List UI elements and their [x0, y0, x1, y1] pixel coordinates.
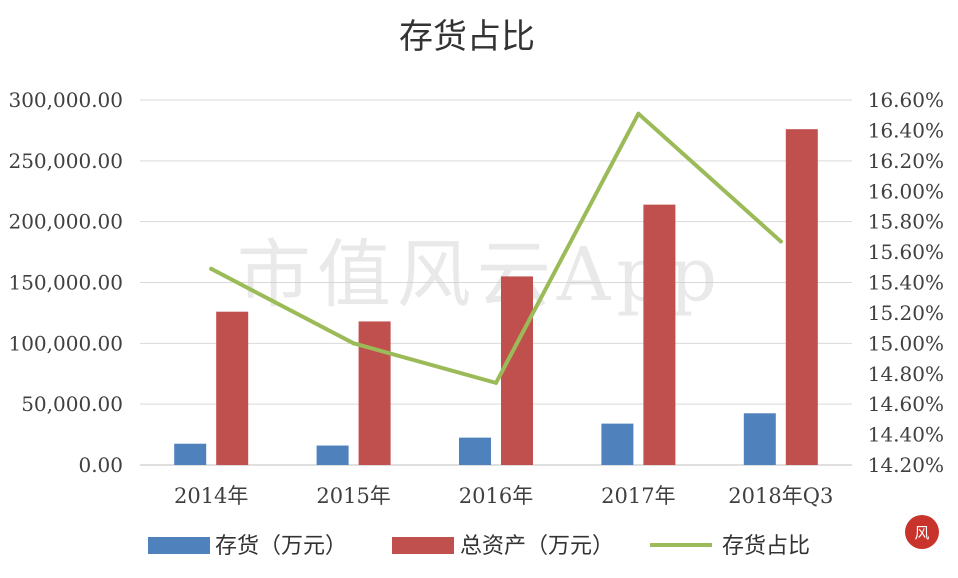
x-tick-label: 2017年 — [601, 484, 675, 508]
y-right-tick-label: 16.20% — [868, 149, 944, 173]
y-left-tick-label: 100,000.00 — [8, 331, 123, 355]
x-tick-label: 2014年 — [174, 484, 248, 508]
legend-label: 存货占比 — [722, 534, 810, 559]
x-tick-label: 2018年Q3 — [728, 484, 833, 508]
y-axis-left: 0.00 50,000.00 100,000.00 150,000.00 200,000… — [8, 88, 123, 477]
y-right-tick-label: 14.20% — [868, 453, 944, 477]
y-right-tick-label: 16.60% — [868, 88, 944, 112]
y-right-tick-label: 16.40% — [868, 118, 944, 142]
bar-inventory — [316, 445, 349, 465]
bar-total-assets — [643, 204, 676, 465]
line-point — [351, 341, 356, 346]
bar-inventory — [174, 443, 207, 465]
line-series — [209, 111, 783, 385]
y-right-tick-label: 16.00% — [868, 179, 944, 203]
chart-title: 存货占比 — [399, 17, 535, 57]
bar-series — [174, 129, 818, 465]
y-right-tick-label: 14.60% — [868, 392, 944, 416]
y-right-tick-label: 15.40% — [868, 271, 944, 295]
bar-inventory — [601, 423, 634, 465]
watermark-text: 市值风云App — [237, 232, 723, 318]
bar-total-assets — [785, 129, 818, 465]
y-axis-right: 14.20% 14.40% 14.60% 14.80% 15.00% 15.20% 15.4… — [868, 88, 944, 477]
y-right-tick-label: 14.40% — [868, 423, 944, 447]
y-left-tick-label: 50,000.00 — [21, 392, 123, 416]
y-right-tick-label: 15.20% — [868, 301, 944, 325]
y-left-tick-label: 0.00 — [78, 453, 123, 477]
line-point — [636, 111, 641, 116]
line-point — [778, 239, 783, 244]
bar-total-assets — [216, 311, 249, 465]
y-left-tick-label: 300,000.00 — [8, 88, 123, 112]
bar-total-assets — [358, 321, 391, 465]
legend-swatch — [148, 537, 210, 554]
legend-label: 存货（万元） — [215, 534, 347, 559]
x-tick-label: 2016年 — [459, 484, 533, 508]
legend-label: 总资产（万元） — [460, 534, 614, 559]
line-point — [209, 266, 214, 271]
y-right-tick-label: 15.80% — [868, 210, 944, 234]
y-left-tick-label: 250,000.00 — [8, 149, 123, 173]
line-point — [494, 380, 498, 385]
legend-swatch — [392, 537, 454, 554]
y-left-tick-label: 200,000.00 — [8, 210, 123, 234]
y-right-tick-label: 15.60% — [868, 240, 944, 264]
gridlines — [140, 99, 852, 466]
bar-inventory — [459, 437, 491, 465]
bar-inventory — [743, 413, 776, 465]
y-left-tick-label: 150,000.00 — [8, 271, 123, 295]
bar-total-assets — [501, 276, 533, 465]
brand-logo: 风 — [905, 515, 939, 549]
x-axis: 2014年 2015年 2016年 2017年 2018年Q3 — [174, 484, 833, 508]
y-right-tick-label: 15.00% — [868, 331, 944, 355]
svg-text:风: 风 — [914, 524, 929, 542]
x-tick-label: 2015年 — [316, 484, 390, 508]
y-right-tick-label: 14.80% — [868, 362, 944, 386]
legend: 存货（万元） 总资产（万元） 存货占比 — [148, 534, 810, 559]
